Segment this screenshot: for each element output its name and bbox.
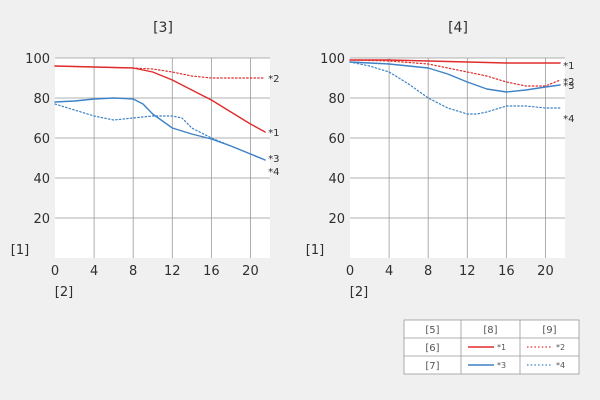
legend-header: [8] (483, 325, 497, 336)
y-tick-label: 60 (33, 132, 50, 147)
x-tick-label: 0 (51, 264, 59, 279)
plot-area (350, 58, 565, 258)
y-tick-label: 20 (328, 212, 345, 227)
plot-area (55, 58, 270, 258)
y-tick-label: 80 (328, 92, 345, 107)
series-label: *3 (268, 154, 279, 165)
series-line-4 (349, 61, 561, 115)
series-line-1 (349, 59, 561, 64)
x-axis-label: [2] (350, 285, 368, 300)
y-axis-label: [1] (306, 243, 324, 258)
series-line-3 (349, 61, 561, 93)
y-tick-label: 40 (328, 172, 345, 187)
x-tick-label: 20 (242, 264, 259, 279)
x-tick-label: 8 (129, 264, 137, 279)
series-label: *3 (563, 81, 574, 92)
x-tick-label: 16 (498, 264, 515, 279)
y-tick-label: 80 (33, 92, 50, 107)
legend-series-label: *4 (556, 361, 565, 370)
series-line-2 (54, 65, 266, 79)
y-tick-label: 40 (33, 172, 50, 187)
legend-header: [5] (425, 325, 439, 336)
y-tick-label: 100 (25, 52, 50, 67)
legend-header: [9] (542, 325, 556, 336)
x-tick-label: 4 (385, 264, 393, 279)
y-tick-label: 100 (320, 52, 345, 67)
x-tick-label: 12 (164, 264, 181, 279)
series-label: *2 (268, 74, 279, 85)
series-label: *1 (563, 61, 574, 72)
series-label: *4 (563, 114, 574, 125)
series-line-2 (349, 59, 561, 87)
legend-row-label: [6] (425, 343, 439, 354)
chart-title: [4] (448, 20, 468, 36)
series-line-4 (54, 103, 266, 161)
series-label: *1 (268, 128, 279, 139)
legend-row-label: [7] (425, 361, 439, 372)
x-tick-label: 4 (90, 264, 98, 279)
legend-series-label: *2 (556, 343, 565, 352)
x-tick-label: 12 (459, 264, 476, 279)
y-tick-label: 20 (33, 212, 50, 227)
x-tick-label: 8 (424, 264, 432, 279)
legend-series-label: *1 (497, 343, 506, 352)
y-tick-label: 60 (328, 132, 345, 147)
x-tick-label: 0 (346, 264, 354, 279)
x-tick-label: 20 (537, 264, 554, 279)
legend-series-label: *3 (497, 361, 506, 370)
x-tick-label: 16 (203, 264, 220, 279)
x-axis-label: [2] (55, 285, 73, 300)
y-axis-label: [1] (11, 243, 29, 258)
series-label: *4 (268, 167, 279, 178)
series-label: *2 (563, 77, 574, 88)
chart-title: [3] (153, 20, 173, 36)
